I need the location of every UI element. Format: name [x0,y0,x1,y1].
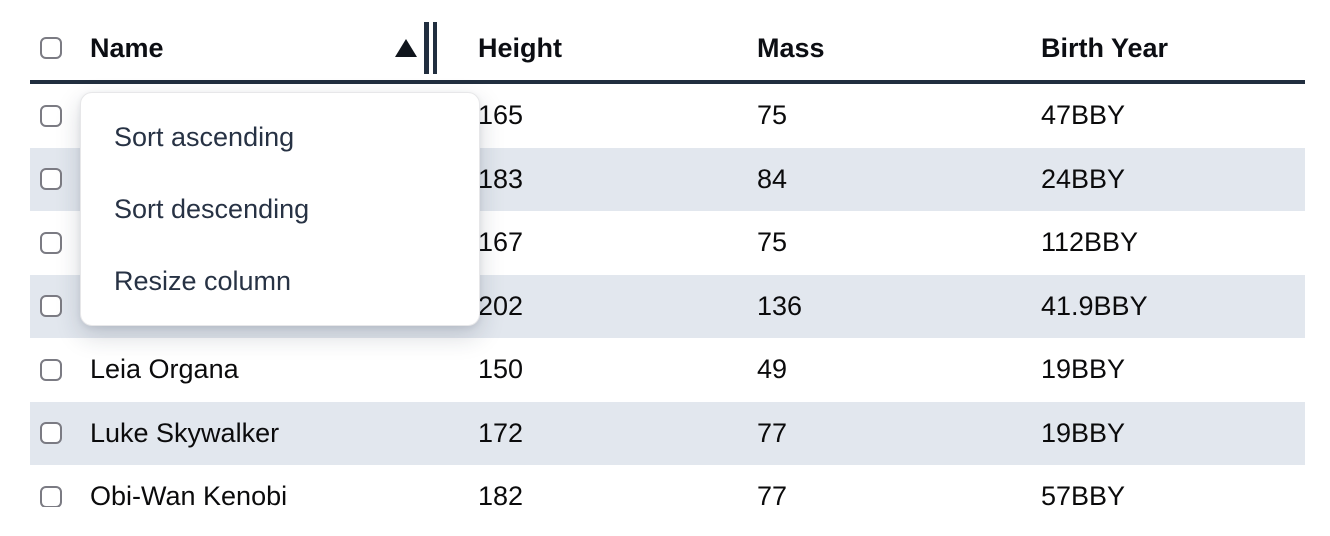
table-row[interactable]: 167 75 112BBY [30,211,1305,275]
cell-height: 150 [478,354,524,385]
cell-height: 167 [478,227,524,258]
row-select-cell [30,104,80,127]
select-row-checkbox[interactable] [40,422,62,445]
select-row-checkbox[interactable] [40,104,62,127]
table-header-row: Name Height Mass Birth Year [30,16,1305,84]
column-header-mass[interactable]: Mass [757,16,1041,80]
row-select-cell [30,485,80,507]
table-row[interactable]: Leia Organa 150 49 19BBY [30,338,1305,402]
column-header-name-label: Name [90,32,164,63]
cell-name: Luke Skywalker [90,417,280,448]
column-header-height-label: Height [478,32,562,63]
cell-mass: 49 [757,354,788,385]
column-header-birth-year-label: Birth Year [1041,32,1169,63]
cell-mass: 75 [757,100,788,131]
select-row-checkbox[interactable] [40,295,62,318]
menu-item-sort-descending[interactable]: Sort descending [114,193,310,224]
resize-bar-right [432,22,437,74]
column-context-menu: Sort ascending Sort descending Resize co… [80,92,480,326]
cell-birth-year: 112BBY [1041,227,1139,258]
cell-mass: 77 [757,417,788,448]
sort-ascending-icon [395,39,417,57]
cell-birth-year: 24BBY [1041,163,1126,194]
select-row-checkbox[interactable] [40,358,62,381]
cell-mass: 75 [757,227,788,258]
cell-height: 183 [478,163,524,194]
cell-birth-year: 57BBY [1041,481,1126,507]
menu-item-sort-ascending[interactable]: Sort ascending [114,121,295,152]
cell-height: 165 [478,100,524,131]
cell-height: 182 [478,481,524,507]
cell-mass: 84 [757,163,788,194]
select-all-checkbox[interactable] [40,37,62,59]
cell-mass: 77 [757,481,788,507]
cell-name: Leia Organa [90,354,239,385]
row-select-cell [30,295,80,318]
column-header-birth-year[interactable]: Birth Year [1041,16,1305,80]
select-all-cell [30,16,80,80]
table-row[interactable]: Luke Skywalker 172 77 19BBY [30,401,1305,465]
row-select-cell [30,422,80,445]
select-row-checkbox[interactable] [40,231,62,254]
row-select-cell [30,168,80,191]
cell-height: 202 [478,290,524,321]
cell-birth-year: 19BBY [1041,417,1126,448]
resize-bar-left [424,22,429,74]
table-row[interactable]: Obi-Wan Kenobi 182 77 57BBY [30,465,1305,507]
select-row-checkbox[interactable] [40,168,62,191]
cell-name: Obi-Wan Kenobi [90,481,288,507]
table-row[interactable]: 165 75 47BBY [30,84,1305,148]
row-select-cell [30,358,80,381]
cell-birth-year: 19BBY [1041,354,1126,385]
column-resize-handle[interactable] [424,22,437,74]
cell-birth-year: 47BBY [1041,100,1126,131]
cell-birth-year: 41.9BBY [1041,290,1148,321]
column-header-name[interactable]: Name [80,16,478,80]
cell-height: 172 [478,417,524,448]
select-row-checkbox[interactable] [40,485,62,507]
menu-item-resize-column[interactable]: Resize column [114,265,292,296]
cell-mass: 136 [757,290,803,321]
column-header-height[interactable]: Height [478,16,757,80]
row-select-cell [30,231,80,254]
column-header-mass-label: Mass [757,32,825,63]
